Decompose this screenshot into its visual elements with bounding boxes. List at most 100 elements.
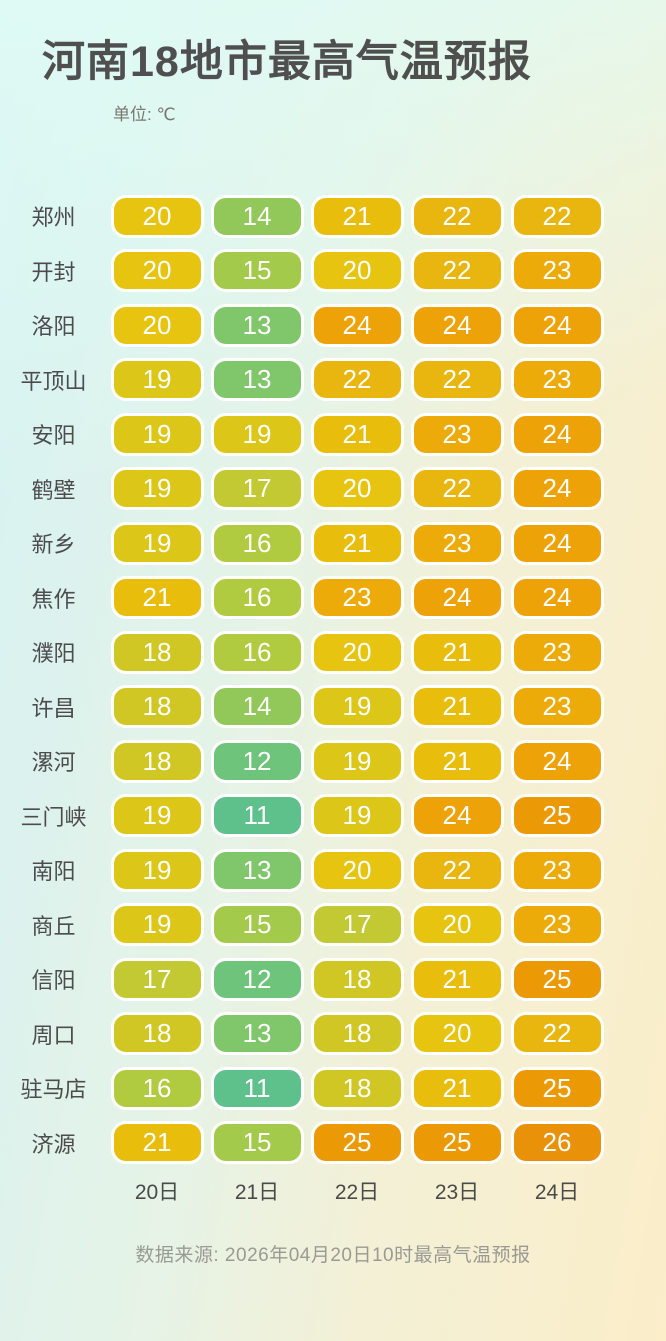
temp-pill: 24 (410, 576, 504, 619)
grid-cell: 22 (407, 194, 507, 238)
temp-pill: 15 (210, 249, 304, 292)
grid-cell: 19 (307, 685, 407, 728)
date-column-label: 22日 (334, 1180, 380, 1204)
temp-pill: 15 (210, 903, 304, 946)
forecast-row: 济源 21 15 25 25 26 (0, 1115, 666, 1170)
temp-pill: 21 (410, 739, 504, 783)
grid-cell: 26 (507, 1121, 607, 1164)
temp-pill: 20 (110, 303, 204, 347)
grid-cell: 18 (307, 957, 407, 1001)
temp-pill: 12 (210, 957, 304, 1001)
grid-cell: 19 (107, 412, 207, 456)
grid-cell: 19 (107, 521, 207, 565)
temp-pill: 24 (510, 576, 604, 619)
city-label: 安阳 (31, 423, 76, 448)
grid-cell: 23 (507, 249, 607, 292)
forecast-row: 焦作 21 16 23 24 24 (0, 570, 666, 625)
temp-pill: 20 (310, 630, 404, 674)
grid-cell: 14 (207, 685, 307, 728)
temp-pill: 13 (210, 1012, 304, 1055)
city-label: 驻马店 (20, 1077, 87, 1102)
grid-cell: 21 (407, 685, 507, 728)
forecast-row: 鹤壁 19 17 20 22 24 (0, 461, 666, 516)
city-label: 开封 (31, 259, 76, 285)
grid-cell: 18 (307, 1066, 407, 1110)
forecast-row: 平顶山 19 13 22 22 23 (0, 352, 666, 407)
temp-pill: 19 (110, 412, 204, 456)
temp-pill: 17 (210, 467, 304, 510)
grid-cell: 19 (107, 903, 207, 946)
temp-pill: 22 (310, 358, 404, 401)
temp-pill: 20 (110, 194, 204, 238)
date-column-label: 23日 (434, 1180, 480, 1204)
temp-pill: 20 (410, 903, 504, 946)
date-column-label: 20日 (134, 1180, 180, 1204)
grid-cell: 22 (407, 249, 507, 292)
temp-pill: 24 (310, 303, 404, 347)
grid-cell: 17 (207, 467, 307, 510)
grid-cell: 22 (507, 194, 607, 238)
temp-pill: 16 (210, 521, 304, 565)
city-label: 新乡 (31, 532, 76, 557)
temp-pill: 19 (110, 467, 204, 510)
grid-cell: 21 (107, 576, 207, 619)
temp-pill: 20 (310, 467, 404, 510)
grid-cell: 19 (107, 358, 207, 401)
day-labels-row: 20日 21日 22日 23日 24日 (107, 1176, 666, 1206)
city-label: 焦作 (31, 586, 76, 612)
temp-pill: 20 (110, 249, 204, 292)
temp-pill: 24 (510, 303, 604, 347)
forecast-row: 濮阳 18 16 20 21 23 (0, 625, 666, 680)
temp-pill: 19 (110, 794, 204, 837)
grid-cell: 16 (207, 521, 307, 565)
temp-pill: 18 (110, 685, 204, 728)
forecast-row: 周口 18 13 18 20 22 (0, 1006, 666, 1061)
city-label: 南阳 (31, 859, 76, 884)
grid-cell: 12 (207, 957, 307, 1001)
grid-cell: 19 (107, 848, 207, 892)
grid-cell: 24 (507, 412, 607, 456)
forecast-row: 开封 20 15 20 22 23 (0, 243, 666, 298)
grid-cell: 11 (207, 794, 307, 837)
temp-pill: 23 (310, 576, 404, 619)
temp-pill: 21 (410, 685, 504, 728)
grid-cell: 25 (507, 794, 607, 837)
forecast-row: 商丘 19 15 17 20 23 (0, 897, 666, 952)
grid-cell: 23 (507, 903, 607, 946)
city-label: 许昌 (31, 695, 76, 721)
temp-pill: 23 (510, 358, 604, 401)
grid-cell: 11 (207, 1066, 307, 1110)
temp-pill: 26 (510, 1121, 604, 1164)
grid-cell: 20 (307, 249, 407, 292)
grid-cell: 21 (407, 739, 507, 783)
temp-pill: 25 (510, 1066, 604, 1110)
grid-cell: 24 (407, 303, 507, 347)
grid-cell: 21 (407, 957, 507, 1001)
temp-pill: 24 (510, 739, 604, 783)
temp-pill: 18 (310, 957, 404, 1001)
grid-cell: 17 (107, 957, 207, 1001)
forecast-row: 驻马店 16 11 18 21 25 (0, 1061, 666, 1116)
temp-pill: 22 (510, 1012, 604, 1055)
temp-pill: 16 (210, 576, 304, 619)
temp-pill: 25 (510, 957, 604, 1001)
grid-cell: 13 (207, 848, 307, 892)
temp-pill: 23 (510, 249, 604, 292)
grid-cell: 20 (307, 630, 407, 674)
temp-pill: 12 (210, 739, 304, 783)
grid-cell: 17 (307, 903, 407, 946)
temp-pill: 23 (510, 630, 604, 674)
forecast-row: 新乡 19 16 21 23 24 (0, 516, 666, 571)
grid-cell: 21 (107, 1121, 207, 1164)
grid-cell: 18 (107, 1012, 207, 1055)
grid-cell: 23 (407, 412, 507, 456)
temp-pill: 19 (310, 794, 404, 837)
data-source-note: 数据来源: 2026年04月20日10时最高气温预报 (135, 1244, 531, 1266)
grid-cell: 23 (407, 521, 507, 565)
city-label: 商丘 (31, 913, 76, 939)
temp-pill: 24 (510, 467, 604, 510)
city-label: 周口 (31, 1022, 76, 1048)
date-column-label: 24日 (534, 1180, 580, 1204)
temp-pill: 21 (110, 1121, 204, 1164)
grid-cell: 18 (307, 1012, 407, 1055)
